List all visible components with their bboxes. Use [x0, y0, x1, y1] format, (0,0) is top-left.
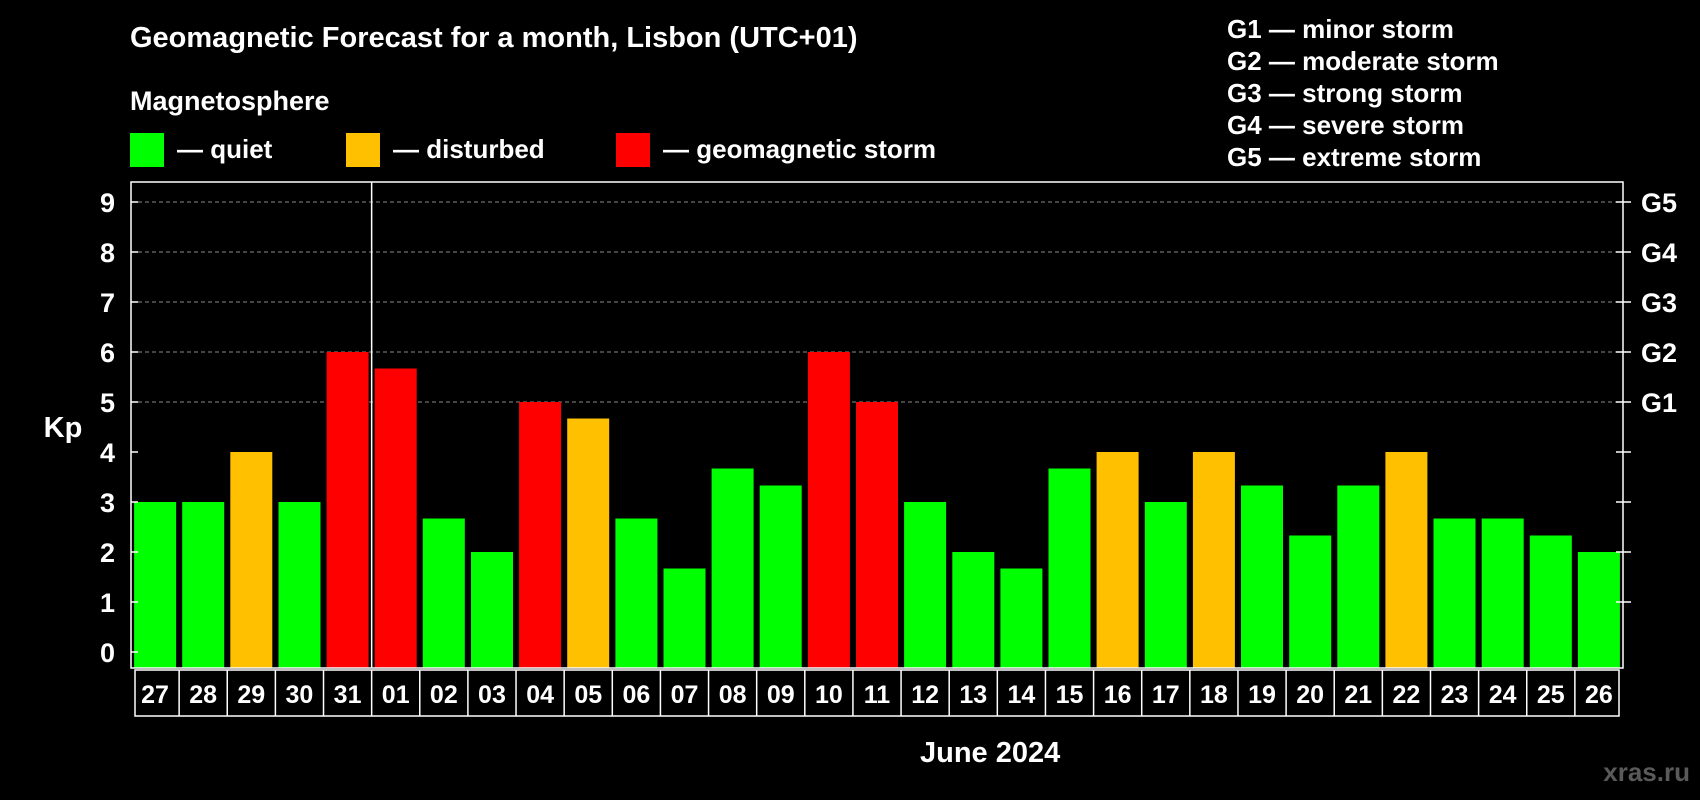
- x-tick-label-23: 23: [1441, 681, 1469, 709]
- x-tick-label-03: 03: [478, 681, 506, 709]
- bar-09: [759, 485, 802, 668]
- x-tick-label-21: 21: [1344, 681, 1372, 709]
- y-tick-label-2: 2: [100, 538, 115, 568]
- bar-14: [1000, 568, 1043, 668]
- y-tick-label-7: 7: [100, 288, 115, 318]
- right-label-G4: G4: [1641, 238, 1677, 268]
- bar-04: [519, 402, 562, 668]
- x-tick-label-09: 09: [767, 681, 795, 709]
- legend-swatch-quiet: [130, 133, 164, 167]
- y-tick-label-5: 5: [100, 388, 115, 418]
- x-tick-label-20: 20: [1296, 681, 1324, 709]
- chart-title: Geomagnetic Forecast for a month, Lisbon…: [130, 22, 858, 54]
- y-tick-label-8: 8: [100, 238, 115, 268]
- bar-06: [615, 518, 658, 668]
- x-tick-label-11: 11: [864, 681, 891, 709]
- x-tick-label-05: 05: [574, 681, 602, 709]
- x-axis-label: June 2024: [920, 737, 1061, 769]
- x-tick-label-07: 07: [671, 681, 699, 709]
- right-label-G5: G5: [1641, 188, 1677, 218]
- storm-scale-g4: G4 — severe storm: [1227, 110, 1465, 140]
- x-tick-label-24: 24: [1489, 681, 1517, 709]
- bar-22: [1385, 452, 1428, 668]
- x-tick-label-06: 06: [622, 681, 650, 709]
- legend-label-quiet: — quiet: [177, 134, 273, 164]
- x-tick-label-22: 22: [1393, 681, 1421, 709]
- plot-frame: [130, 181, 1624, 669]
- bar-31: [326, 352, 369, 668]
- bar-16: [1096, 452, 1139, 668]
- bar-18: [1192, 452, 1235, 668]
- bar-19: [1241, 485, 1283, 668]
- x-tick-label-13: 13: [959, 681, 987, 709]
- legend-label-disturbed: — disturbed: [393, 134, 545, 164]
- x-tick-label-10: 10: [815, 681, 843, 709]
- y-tick-label-4: 4: [100, 438, 115, 468]
- watermark: xras.ru: [1603, 757, 1690, 787]
- x-tick-label-15: 15: [1056, 681, 1084, 709]
- x-tick-label-02: 02: [430, 681, 458, 709]
- storm-scale-g1: G1 — minor storm: [1227, 14, 1454, 44]
- magnetosphere-label: Magnetosphere: [130, 86, 330, 116]
- x-tick-label-26: 26: [1585, 681, 1613, 709]
- legend-swatch-disturbed: [346, 133, 380, 167]
- legend-swatch-storm: [616, 133, 650, 167]
- x-tick-label-29: 29: [237, 681, 265, 709]
- x-tick-label-19: 19: [1248, 681, 1276, 709]
- x-tick-label-28: 28: [189, 681, 217, 709]
- bar-01: [374, 368, 417, 668]
- bar-13: [952, 552, 995, 668]
- bar-17: [1144, 502, 1187, 668]
- x-tick-label-27: 27: [141, 681, 169, 709]
- x-tick-label-31: 31: [334, 681, 362, 709]
- bar-15: [1048, 468, 1091, 668]
- y-axis-label: Kp: [44, 412, 83, 444]
- bar-21: [1337, 485, 1380, 668]
- bar-28: [182, 502, 225, 668]
- x-tick-label-14: 14: [1007, 681, 1035, 709]
- x-tick-label-04: 04: [526, 681, 554, 709]
- x-tick-label-30: 30: [286, 681, 314, 709]
- storm-scale-g3: G3 — strong storm: [1227, 78, 1463, 108]
- x-tick-label-17: 17: [1152, 681, 1180, 709]
- bar-25: [1529, 535, 1572, 668]
- y-tick-label-3: 3: [100, 488, 115, 518]
- bar-26: [1577, 552, 1620, 668]
- x-tick-label-08: 08: [719, 681, 747, 709]
- bar-08: [711, 468, 754, 668]
- bar-11: [856, 402, 898, 668]
- y-tick-label-6: 6: [100, 338, 115, 368]
- y-tick-label-0: 0: [100, 638, 115, 668]
- bar-27: [134, 502, 177, 668]
- y-tick-label-9: 9: [100, 188, 115, 218]
- right-label-G2: G2: [1641, 338, 1677, 368]
- bar-05: [567, 418, 610, 668]
- bar-24: [1481, 518, 1524, 668]
- bar-10: [807, 352, 850, 668]
- x-tick-label-18: 18: [1200, 681, 1228, 709]
- bar-02: [422, 518, 465, 668]
- bar-23: [1433, 518, 1476, 668]
- x-tick-label-01: 01: [382, 681, 410, 709]
- x-tick-label-16: 16: [1104, 681, 1132, 709]
- bar-20: [1289, 535, 1332, 668]
- bar-03: [471, 552, 513, 668]
- right-label-G3: G3: [1641, 288, 1677, 318]
- bar-29: [230, 452, 273, 668]
- legend-label-storm: — geomagnetic storm: [663, 134, 937, 164]
- storm-scale-g5: G5 — extreme storm: [1227, 142, 1482, 172]
- y-tick-label-1: 1: [100, 588, 115, 618]
- date-row-frame: [134, 669, 1620, 717]
- bar-12: [904, 502, 947, 668]
- x-tick-label-25: 25: [1537, 681, 1565, 709]
- right-label-G1: G1: [1641, 388, 1677, 418]
- bar-30: [278, 502, 321, 668]
- storm-scale-g2: G2 — moderate storm: [1227, 46, 1499, 76]
- bar-07: [663, 568, 706, 668]
- x-tick-label-12: 12: [911, 681, 939, 709]
